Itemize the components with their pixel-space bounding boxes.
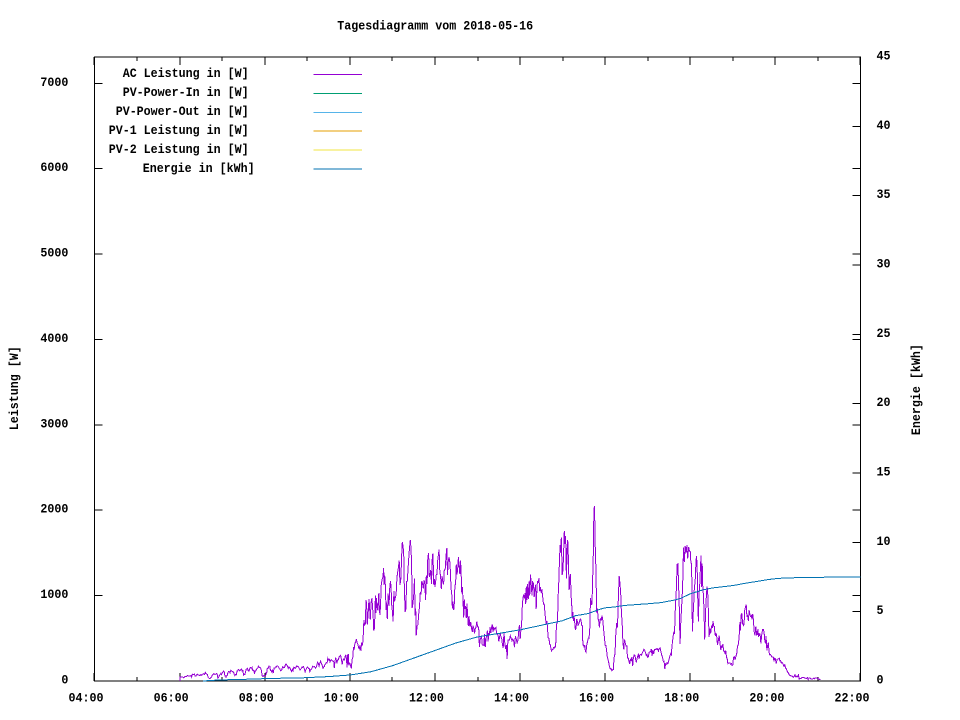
svg-text:35: 35 xyxy=(877,187,891,202)
svg-text:Energie in [kWh]: Energie in [kWh] xyxy=(143,161,255,176)
svg-text:PV-Power-Out in [W]: PV-Power-Out in [W] xyxy=(116,104,249,119)
svg-text:6000: 6000 xyxy=(40,160,68,175)
svg-text:08:00: 08:00 xyxy=(239,691,274,706)
svg-text:5: 5 xyxy=(877,603,884,618)
svg-text:3000: 3000 xyxy=(40,416,68,431)
svg-text:0: 0 xyxy=(61,673,68,688)
svg-text:12:00: 12:00 xyxy=(409,691,444,706)
svg-text:25: 25 xyxy=(877,326,891,341)
svg-text:Leistung [W]: Leistung [W] xyxy=(7,346,22,430)
svg-text:10:00: 10:00 xyxy=(324,691,359,706)
svg-text:PV-2 Leistung in [W]: PV-2 Leistung in [W] xyxy=(109,142,249,157)
svg-text:18:00: 18:00 xyxy=(664,691,699,706)
svg-text:10: 10 xyxy=(877,534,891,549)
svg-text:20:00: 20:00 xyxy=(749,691,784,706)
svg-text:40: 40 xyxy=(877,118,891,133)
svg-text:2000: 2000 xyxy=(40,502,68,517)
svg-text:15: 15 xyxy=(877,465,891,480)
svg-text:30: 30 xyxy=(877,257,891,272)
svg-text:14:00: 14:00 xyxy=(494,691,529,706)
svg-text:1000: 1000 xyxy=(40,587,68,602)
svg-text:20: 20 xyxy=(877,395,891,410)
svg-text:Tagesdiagramm vom 2018-05-16: Tagesdiagramm vom 2018-05-16 xyxy=(337,19,533,34)
svg-text:AC Leistung in [W]: AC Leistung in [W] xyxy=(123,66,249,81)
svg-text:PV-Power-In in [W]: PV-Power-In in [W] xyxy=(123,85,249,100)
svg-text:7000: 7000 xyxy=(40,75,68,90)
svg-text:4000: 4000 xyxy=(40,331,68,346)
svg-text:04:00: 04:00 xyxy=(69,691,104,706)
svg-text:PV-1 Leistung in [W]: PV-1 Leistung in [W] xyxy=(109,123,249,138)
svg-text:5000: 5000 xyxy=(40,246,68,261)
svg-text:06:00: 06:00 xyxy=(154,691,189,706)
svg-text:0: 0 xyxy=(877,673,884,688)
svg-text:Energie [kWh]: Energie [kWh] xyxy=(909,344,924,435)
svg-text:22:00: 22:00 xyxy=(835,691,870,706)
svg-text:45: 45 xyxy=(877,49,891,64)
svg-text:16:00: 16:00 xyxy=(579,691,614,706)
